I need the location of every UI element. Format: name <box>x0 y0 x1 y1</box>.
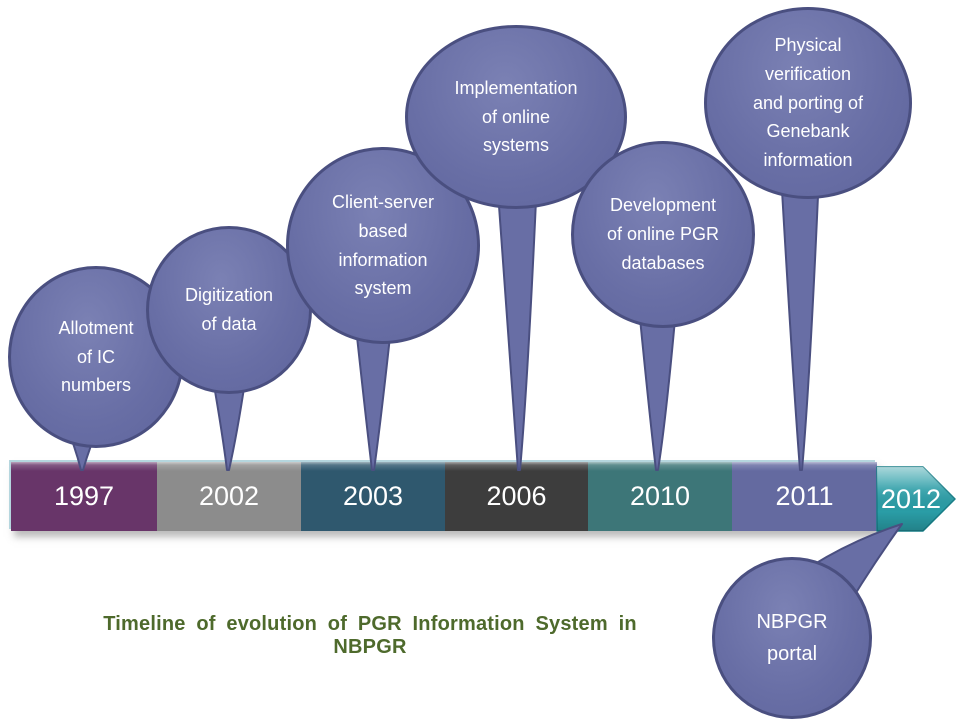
balloon-2012-label: NBPGR portal <box>756 611 828 665</box>
year-label-2003: 2003 <box>342 481 404 511</box>
year-label-1997: 1997 <box>53 481 115 511</box>
balloon-tail-2006 <box>496 177 538 471</box>
balloon-tail-2010 <box>638 307 677 471</box>
timeline-bar: 1997 2002 2003 2006 2010 2011 <box>11 462 877 531</box>
balloon-tail-2011 <box>780 172 820 471</box>
balloon-2011: Physical verification and porting of Gen… <box>704 7 912 199</box>
balloon-2010: Development of online PGR databases <box>571 141 755 328</box>
year-label-2011: 2011 <box>775 481 834 511</box>
year-label-2012: 2012 <box>880 483 942 514</box>
year-label-2006: 2006 <box>486 481 547 511</box>
year-label-2002: 2002 <box>198 481 260 511</box>
year-label-2010: 2010 <box>629 481 691 511</box>
segment-2002: 2002 <box>157 462 301 531</box>
segment-2006: 2006 <box>445 462 588 531</box>
diagram-caption: Timeline of evolution of PGR Information… <box>103 613 637 658</box>
segment-2010: 2010 <box>588 462 732 531</box>
balloon-2006-label: Implementation of online systems <box>454 77 578 156</box>
balloon-2012: NBPGR portal <box>712 557 872 719</box>
segment-2003: 2003 <box>301 462 445 531</box>
segment-2011: 2011 <box>732 462 877 531</box>
balloon-2002: Digitization of data <box>146 226 312 394</box>
balloon-2011-label: Physical verification and porting of Gen… <box>752 35 864 171</box>
balloon-2010-label: Development of online PGR databases <box>606 195 720 273</box>
segment-1997: 1997 <box>11 462 157 531</box>
balloon-2003-label: Client-server based information system <box>331 191 435 299</box>
balloon-2002-label: Digitization of data <box>184 285 274 334</box>
balloon-1997-label: Allotment of IC numbers <box>58 317 134 396</box>
